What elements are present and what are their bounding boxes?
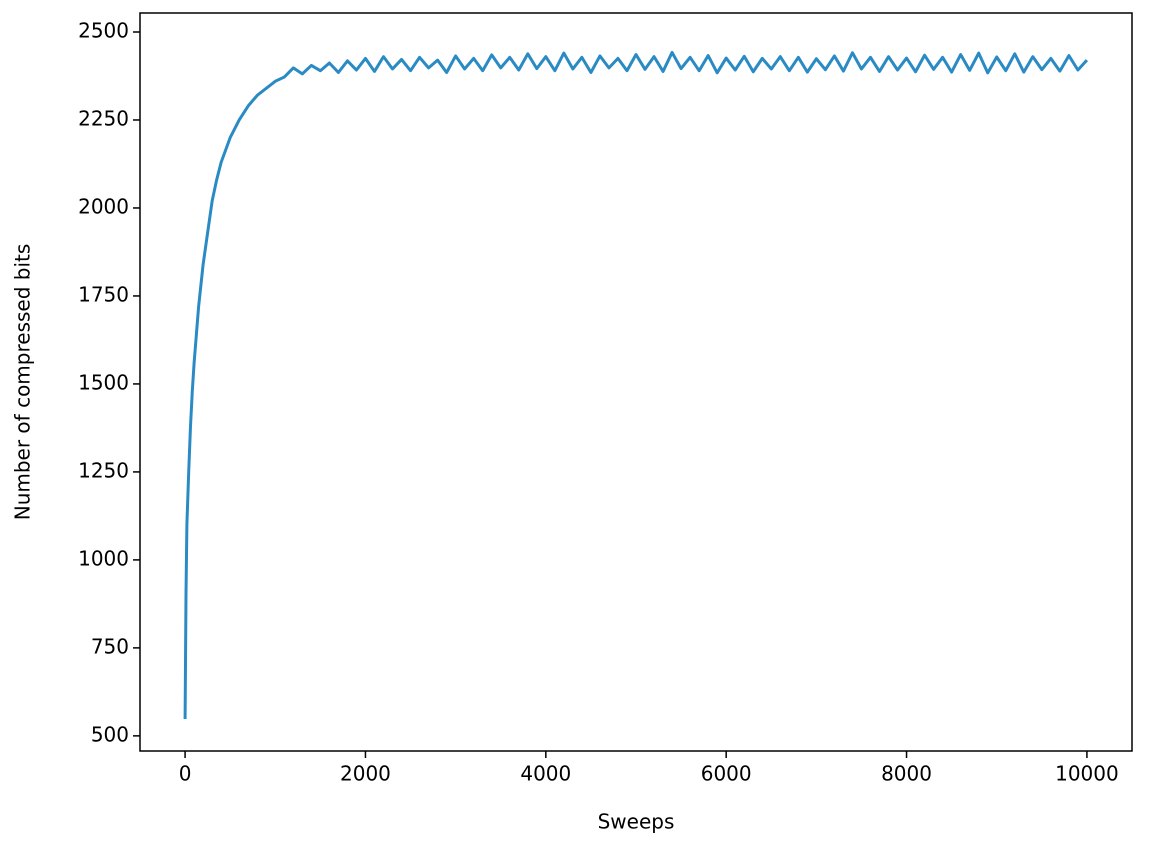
x-tick-label: 0 <box>179 762 192 786</box>
x-tick-label: 8000 <box>881 762 932 786</box>
x-tick-label: 4000 <box>520 762 571 786</box>
x-tick-label: 2000 <box>340 762 391 786</box>
x-tick-label: 10000 <box>1055 762 1119 786</box>
y-tick-label: 1000 <box>78 546 129 570</box>
y-tick-label: 1500 <box>78 370 129 394</box>
y-tick-label: 1250 <box>78 458 129 482</box>
data-line <box>183 50 1089 719</box>
y-tick-label: 2500 <box>78 19 129 43</box>
x-tick-label: 6000 <box>701 762 752 786</box>
x-axis-label: Sweeps <box>598 810 675 834</box>
y-tick-label: 1750 <box>78 282 129 306</box>
y-axis-label: Number of compressed bits <box>11 244 35 521</box>
y-tick-label: 2250 <box>78 106 129 130</box>
plot-frame <box>139 12 1133 752</box>
y-tick-label: 500 <box>91 722 129 746</box>
y-tick-label: 2000 <box>78 194 129 218</box>
y-tick-label: 750 <box>91 634 129 658</box>
